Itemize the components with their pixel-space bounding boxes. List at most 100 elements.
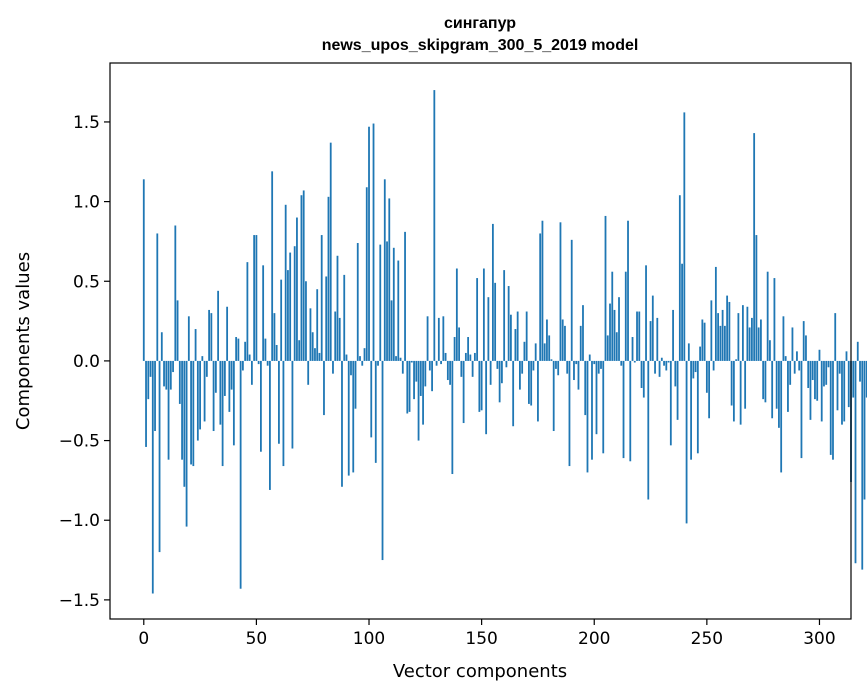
bar-31 (212, 360, 215, 432)
bar-14 (174, 225, 177, 361)
bar-155 (491, 223, 494, 361)
bar-0 (142, 179, 145, 361)
bar-125 (424, 360, 427, 387)
bar-282 (778, 360, 780, 428)
bar-151 (482, 268, 485, 361)
bar-287 (789, 360, 792, 385)
bar-64 (287, 270, 289, 361)
bar-8 (160, 332, 163, 361)
bar-220 (638, 311, 641, 361)
bar-9 (163, 360, 165, 387)
bar-3 (149, 360, 152, 377)
x-tick-label: 150 (465, 629, 497, 649)
bar-19 (185, 360, 188, 527)
bar-272 (755, 235, 758, 361)
bar-230 (660, 357, 663, 361)
bar-315 (852, 360, 855, 398)
bar-266 (741, 305, 744, 361)
bar-72 (305, 281, 307, 361)
bar-232 (665, 360, 668, 371)
bar-76 (314, 348, 316, 361)
bar-213 (622, 360, 625, 459)
bar-233 (667, 360, 670, 363)
bar-164 (512, 360, 515, 427)
bar-73 (307, 360, 310, 385)
bar-166 (516, 311, 519, 361)
bar-269 (748, 327, 751, 361)
bar-119 (410, 360, 413, 363)
bar-85 (334, 311, 337, 361)
bar-126 (426, 316, 429, 361)
bar-22 (192, 360, 195, 467)
bar-104 (377, 360, 379, 366)
bar-62 (282, 360, 285, 467)
bar-254 (714, 266, 717, 361)
bar-201 (595, 360, 598, 435)
bar-93 (352, 360, 355, 473)
bar-218 (633, 360, 636, 363)
bar-142 (462, 360, 465, 424)
bar-91 (347, 360, 350, 476)
bar-88 (341, 360, 343, 487)
bar-127 (428, 360, 431, 371)
bar-316 (854, 360, 857, 564)
bars-group (142, 90, 867, 594)
bar-135 (446, 360, 449, 381)
bar-25 (199, 360, 201, 430)
bar-260 (728, 301, 731, 361)
bar-321 (865, 360, 867, 398)
bar-281 (775, 360, 778, 409)
bar-83 (329, 142, 332, 361)
bar-7 (158, 360, 161, 553)
bar-45 (244, 341, 247, 361)
bar-75 (311, 332, 314, 361)
bar-2 (147, 360, 150, 400)
bar-193 (577, 360, 580, 390)
x-tick-label: 250 (691, 629, 723, 649)
bar-43 (239, 360, 242, 589)
bar-320 (863, 360, 866, 500)
bar-49 (253, 235, 256, 361)
bar-261 (730, 360, 733, 406)
bar-29 (208, 309, 210, 361)
bar-160 (503, 270, 506, 361)
bar-103 (374, 360, 377, 463)
x-tick-label: 100 (353, 629, 385, 649)
bar-53 (262, 265, 265, 361)
bar-109 (388, 198, 391, 361)
bar-209 (613, 309, 616, 361)
bar-149 (478, 360, 481, 412)
bar-97 (361, 360, 364, 366)
bar-174 (534, 343, 537, 361)
bar-256 (719, 325, 722, 361)
bar-50 (255, 235, 258, 361)
bar-219 (636, 311, 638, 361)
x-tick-label: 300 (803, 629, 835, 649)
bar-162 (507, 286, 510, 361)
bar-288 (791, 327, 794, 361)
bar-68 (296, 217, 298, 361)
bar-199 (591, 360, 593, 460)
bar-276 (764, 360, 767, 403)
bar-147 (473, 352, 476, 361)
bar-186 (561, 319, 564, 361)
bar-204 (602, 360, 605, 454)
bar-165 (514, 329, 517, 361)
bar-289 (793, 360, 796, 374)
bar-249 (703, 322, 706, 361)
bar-291 (798, 360, 801, 371)
bar-271 (753, 133, 756, 361)
bar-173 (532, 360, 535, 371)
bar-270 (751, 317, 753, 361)
bar-285 (784, 356, 787, 361)
bar-283 (780, 360, 783, 473)
bar-205 (604, 215, 607, 361)
bar-278 (769, 340, 771, 361)
bar-192 (575, 360, 578, 365)
y-tick-label: 0.5 (73, 272, 100, 292)
bar-252 (710, 300, 713, 361)
bar-262 (732, 360, 735, 422)
y-tick-label: 0.0 (73, 352, 100, 372)
bar-111 (392, 247, 395, 361)
bar-307 (834, 313, 837, 361)
